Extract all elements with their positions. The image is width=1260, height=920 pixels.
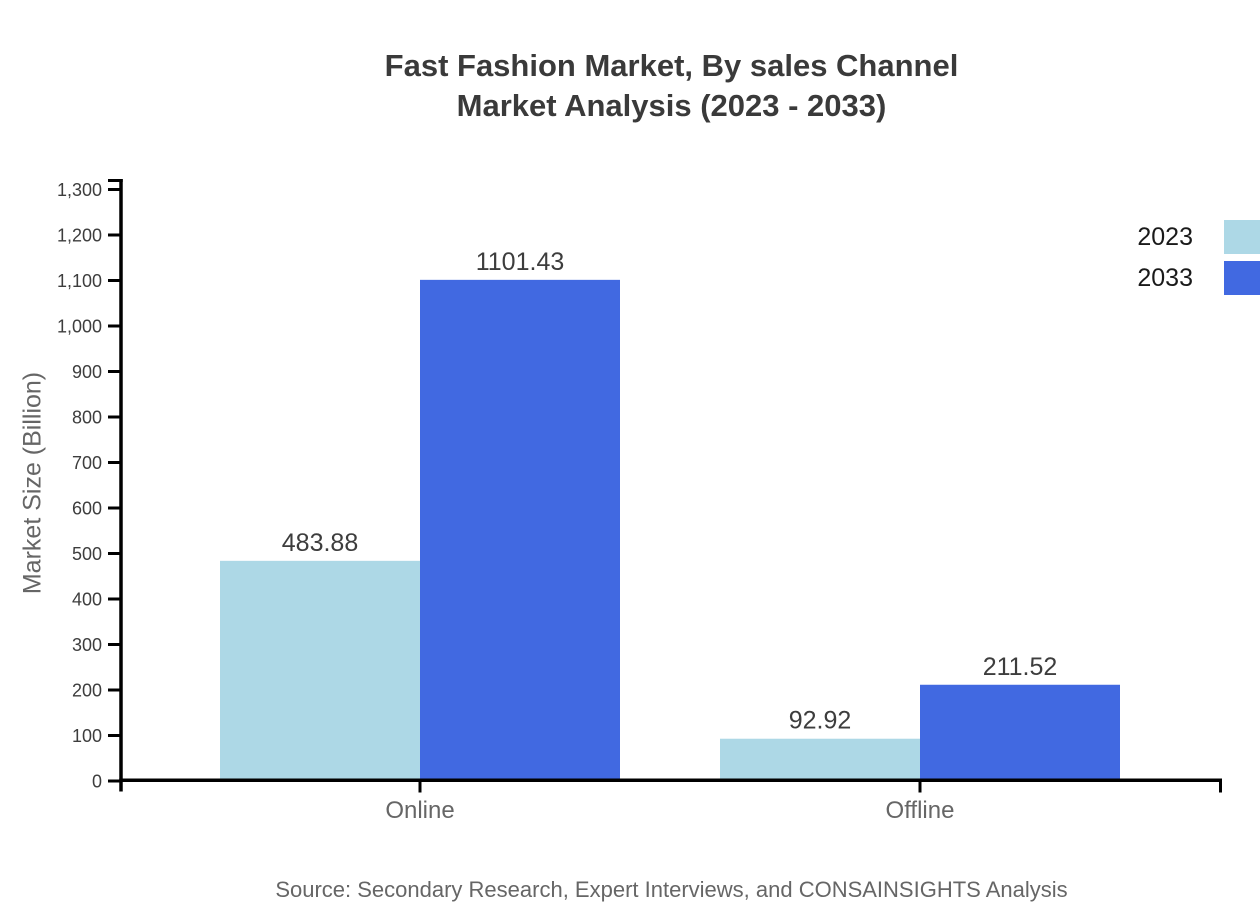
legend-label-2023: 2023 (1137, 222, 1193, 251)
y-tick-label: 1,300 (57, 180, 102, 200)
bar-online-2033 (420, 279, 620, 781)
legend: 2023 2033 (1137, 220, 1260, 295)
y-tick-label: 1,000 (57, 317, 102, 337)
bar-online-2023 (220, 560, 420, 781)
legend-item-2033: 2033 (1137, 261, 1260, 295)
legend-item-2023: 2023 (1137, 220, 1260, 254)
source-note: Source: Secondary Research, Expert Inter… (275, 877, 1068, 902)
category-label-online: Online (385, 797, 454, 824)
category-label-offline: Offline (886, 797, 955, 824)
y-tick-label: 900 (72, 362, 102, 382)
chart-title: Fast Fashion Market, By sales Channel Ma… (121, 46, 1222, 126)
value-label-offline-2023: 92.92 (789, 707, 852, 735)
value-label-offline-2033: 211.52 (983, 653, 1058, 681)
legend-swatch-2023 (1224, 220, 1260, 254)
y-tick-label: 700 (72, 453, 102, 473)
y-tick-label: 100 (72, 726, 102, 746)
bar-offline-2023 (720, 738, 920, 781)
y-tick-label: 400 (72, 590, 102, 610)
legend-swatch-2033 (1224, 261, 1260, 295)
y-tick-label: 1,100 (57, 271, 102, 291)
y-tick-label: 1,200 (57, 226, 102, 246)
y-tick-label: 600 (72, 499, 102, 519)
y-tick-label: 800 (72, 408, 102, 428)
y-tick-label: 0 (92, 772, 102, 792)
y-tick-label: 500 (72, 544, 102, 564)
value-label-online-2033: 1101.43 (476, 248, 565, 276)
bar-offline-2033 (920, 684, 1120, 781)
y-tick-label: 200 (72, 681, 102, 701)
y-tick-label: 300 (72, 635, 102, 655)
chart-title-line1: Fast Fashion Market, By sales Channel (384, 48, 959, 83)
value-label-online-2023: 483.88 (282, 529, 358, 557)
legend-label-2033: 2033 (1137, 263, 1193, 292)
chart-title-line2: Market Analysis (2023 - 2033) (456, 88, 887, 123)
